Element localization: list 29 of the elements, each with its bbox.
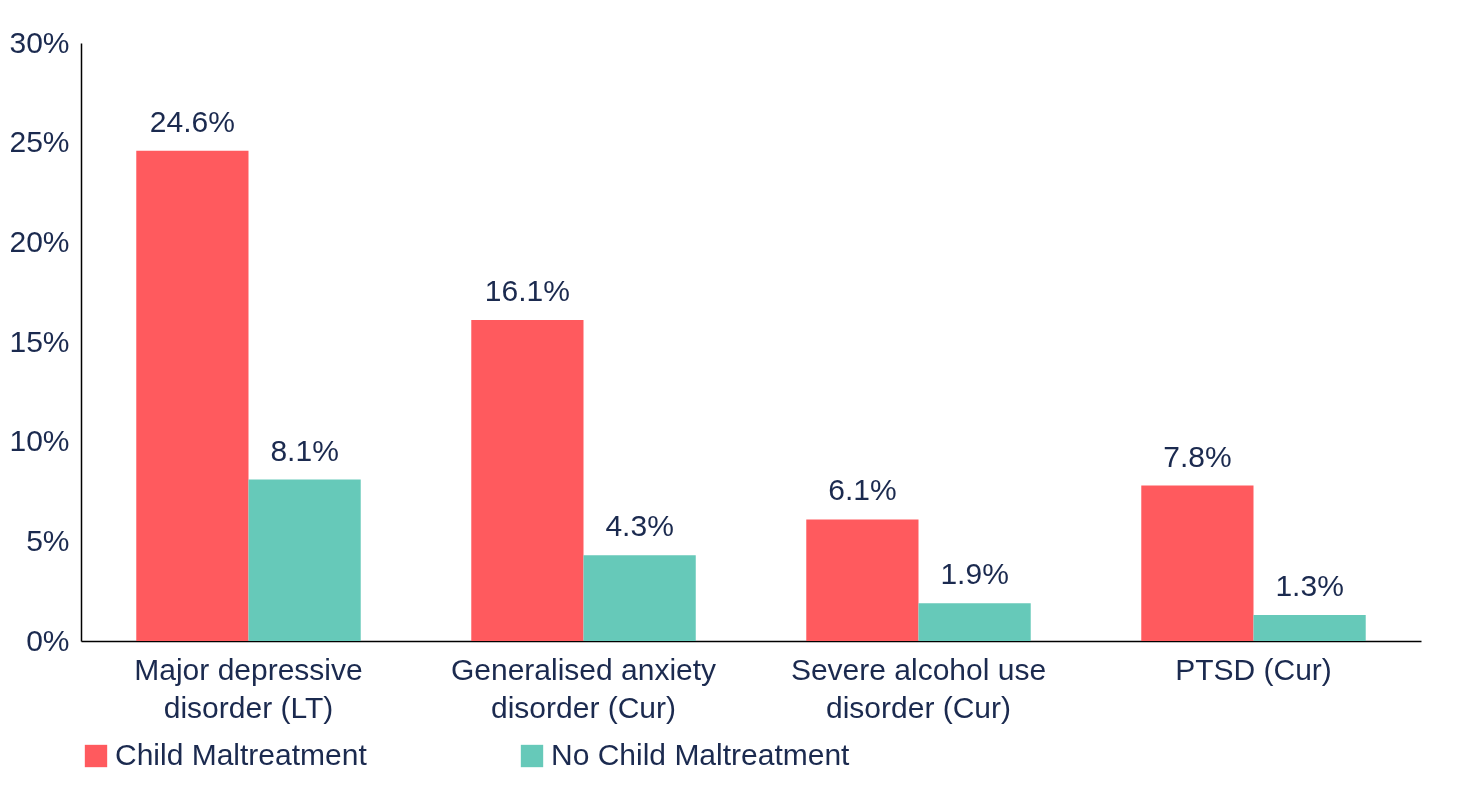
legend-label: Child Maltreatment — [115, 738, 368, 771]
y-tick-label: 5% — [26, 523, 70, 557]
data-label: 4.3% — [605, 509, 674, 543]
bar — [806, 519, 919, 641]
y-tick-label: 10% — [9, 424, 70, 458]
bar — [1141, 485, 1254, 641]
y-tick-label: 25% — [9, 125, 70, 159]
data-label: 24.6% — [149, 104, 235, 138]
bar — [471, 320, 584, 641]
bar — [918, 603, 1031, 641]
data-label: 8.1% — [270, 433, 339, 467]
data-label: 7.8% — [1163, 439, 1232, 473]
bar — [136, 150, 249, 641]
bar — [248, 479, 361, 641]
y-tick-label: 15% — [9, 324, 70, 358]
data-label: 16.1% — [484, 274, 570, 308]
y-tick-label: 20% — [9, 224, 70, 258]
data-label: 1.3% — [1275, 569, 1344, 603]
x-tick-label: Generalised anxiety disorder (Cur) — [450, 652, 717, 724]
legend-label: No Child Maltreatment — [551, 738, 851, 771]
x-tick-label: Major depressive disorder (LT) — [134, 652, 363, 724]
data-label: 1.9% — [940, 557, 1009, 591]
y-tick-label: 0% — [26, 623, 70, 657]
y-tick-label: 30% — [9, 25, 70, 59]
x-tick-label: Severe alcohol use disorder (Cur) — [790, 652, 1047, 724]
data-label: 6.1% — [828, 473, 897, 507]
bar — [1253, 615, 1366, 641]
x-tick-label: PTSD (Cur) — [1175, 652, 1332, 686]
bar — [583, 555, 696, 641]
